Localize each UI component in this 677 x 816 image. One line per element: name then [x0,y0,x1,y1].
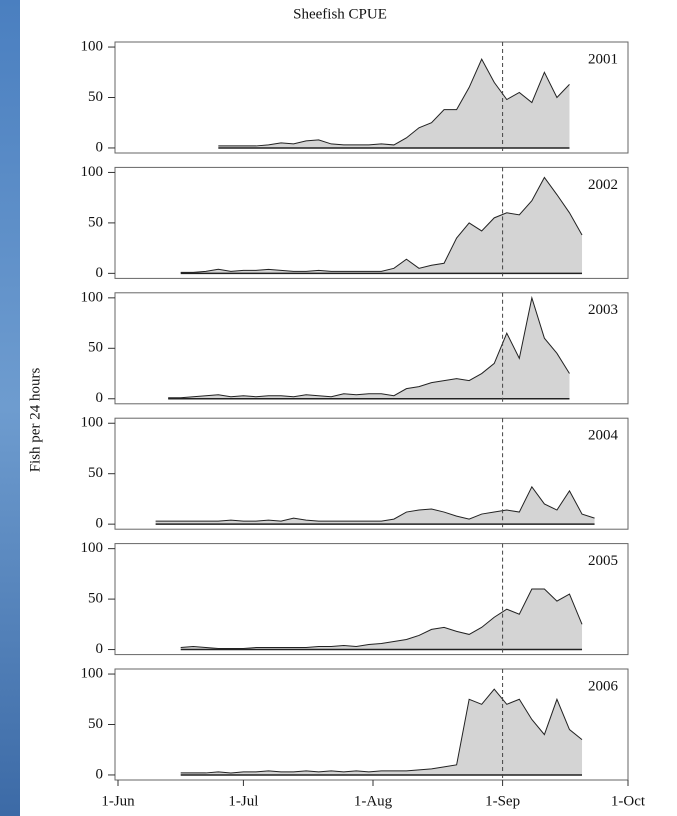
y-tick-label: 0 [96,641,104,657]
y-tick-label: 100 [81,415,104,431]
background-photo [0,0,20,816]
area-fill [218,59,570,148]
panel-label: 2006 [588,678,619,694]
y-tick-label: 100 [81,38,104,54]
area-fill [155,486,595,525]
area-line [180,588,583,650]
y-tick-label: 0 [96,390,104,406]
x-tick-label: 1-Oct [611,793,646,809]
y-tick-label: 50 [88,340,103,356]
panel-label: 2002 [588,177,618,193]
area-fill [180,589,583,650]
y-tick-label: 50 [88,716,103,732]
y-tick-label: 0 [96,265,104,281]
area-fill [180,689,583,775]
y-tick-label: 100 [81,289,104,305]
panel-label: 2005 [588,553,618,569]
x-tick-label: 1-Jun [101,793,135,809]
x-tick-label: 1-Aug [354,793,393,809]
y-tick-label: 0 [96,766,104,782]
area-line [180,688,583,774]
area-line [218,58,570,147]
y-tick-label: 50 [88,89,103,105]
y-tick-label: 0 [96,516,104,532]
area-fill [168,297,570,399]
chart-title: Sheefish CPUE [293,6,387,22]
y-axis-label: Fish per 24 hours [27,368,43,473]
panel-label: 2003 [588,302,618,318]
y-tick-label: 50 [88,465,103,481]
x-tick-label: 1-Jul [228,793,258,809]
panel-label: 2004 [588,428,619,444]
area-line [155,485,595,522]
y-tick-label: 100 [81,665,104,681]
area-line [180,176,583,273]
y-tick-label: 50 [88,214,103,230]
x-tick-label: 1-Sep [485,793,520,809]
area-fill [180,177,583,274]
y-tick-label: 50 [88,591,103,607]
y-tick-label: 100 [81,540,104,556]
panel-label: 2001 [588,51,618,67]
y-tick-label: 100 [81,164,104,180]
y-tick-label: 0 [96,139,104,155]
